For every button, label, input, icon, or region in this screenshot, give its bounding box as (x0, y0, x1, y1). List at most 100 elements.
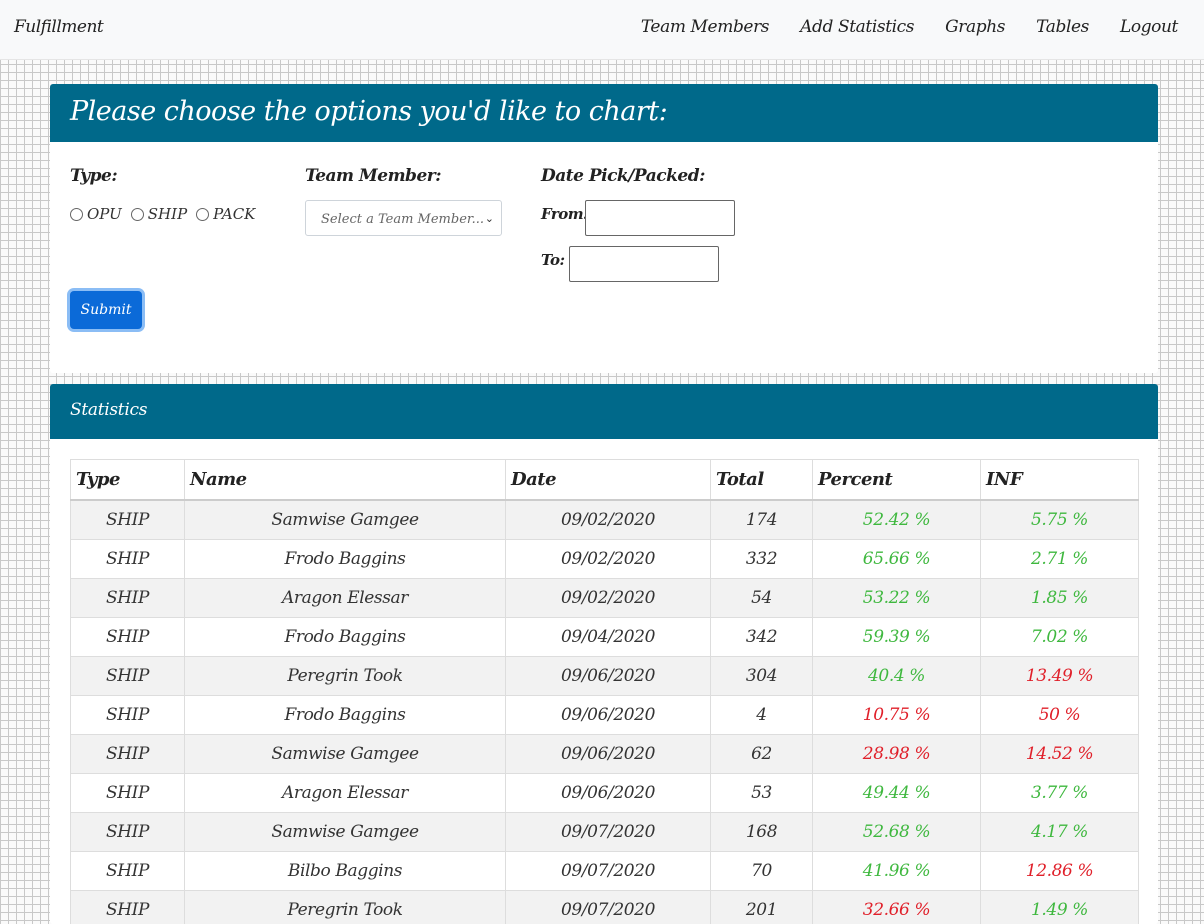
radio-icon[interactable] (131, 208, 144, 221)
cell-total: 304 (711, 657, 813, 696)
cell-inf: 50 % (981, 696, 1139, 735)
brand-link[interactable]: Fulfillment (14, 17, 103, 37)
cell-name: Samwise Gamgee (185, 500, 506, 540)
type-option-opu[interactable]: OPU (70, 205, 122, 223)
statistics-header: Statistics (50, 384, 1158, 439)
chart-options-title: Please choose the options you'd like to … (70, 96, 667, 127)
cell-percent: 10.75 % (813, 696, 981, 735)
cell-name: Frodo Baggins (185, 696, 506, 735)
nav-link-add-statistics[interactable]: Add Statistics (800, 17, 914, 37)
cell-percent: 59.39 % (813, 618, 981, 657)
radio-icon[interactable] (70, 208, 83, 221)
type-label: Type: (70, 166, 117, 186)
cell-inf: 13.49 % (981, 657, 1139, 696)
from-label: From: (541, 205, 588, 223)
cell-date: 09/02/2020 (506, 540, 711, 579)
cell-name: Bilbo Baggins (185, 852, 506, 891)
cell-type: SHIP (71, 852, 185, 891)
column-header-name[interactable]: Name (185, 460, 506, 501)
type-option-ship-label: SHIP (148, 205, 187, 223)
cell-total: 62 (711, 735, 813, 774)
cell-inf: 2.71 % (981, 540, 1139, 579)
column-header-date[interactable]: Date (506, 460, 711, 501)
cell-total: 332 (711, 540, 813, 579)
cell-date: 09/07/2020 (506, 891, 711, 924)
cell-type: SHIP (71, 618, 185, 657)
cell-date: 09/07/2020 (506, 813, 711, 852)
column-header-inf[interactable]: INF (981, 460, 1139, 501)
type-option-opu-label: OPU (87, 205, 122, 223)
cell-total: 70 (711, 852, 813, 891)
nav-link-graphs[interactable]: Graphs (945, 17, 1005, 37)
nav-links: Team Members Add Statistics Graphs Table… (641, 17, 1178, 37)
type-option-ship[interactable]: SHIP (131, 205, 187, 223)
cell-percent: 28.98 % (813, 735, 981, 774)
cell-total: 174 (711, 500, 813, 540)
type-radio-group: OPU SHIP PACK (70, 205, 264, 223)
cell-inf: 4.17 % (981, 813, 1139, 852)
cell-total: 4 (711, 696, 813, 735)
table-header-row: Type Name Date Total Percent INF (71, 460, 1139, 501)
column-header-total[interactable]: Total (711, 460, 813, 501)
cell-percent: 65.66 % (813, 540, 981, 579)
date-label: Date Pick/Packed: (541, 166, 705, 186)
cell-name: Aragon Elessar (185, 579, 506, 618)
from-date-input[interactable] (585, 200, 735, 236)
team-member-label: Team Member: (305, 166, 441, 186)
cell-inf: 12.86 % (981, 852, 1139, 891)
cell-date: 09/02/2020 (506, 579, 711, 618)
cell-name: Frodo Baggins (185, 540, 506, 579)
chart-options-header: Please choose the options you'd like to … (50, 84, 1158, 142)
cell-name: Aragon Elessar (185, 774, 506, 813)
chart-options-card: Please choose the options you'd like to … (50, 84, 1158, 373)
nav-link-logout[interactable]: Logout (1120, 17, 1178, 37)
team-member-select[interactable]: Select a Team Member... ⌄ (305, 200, 502, 236)
nav-link-tables[interactable]: Tables (1036, 17, 1089, 37)
cell-percent: 32.66 % (813, 891, 981, 924)
cell-inf: 1.49 % (981, 891, 1139, 924)
cell-percent: 53.22 % (813, 579, 981, 618)
cell-total: 53 (711, 774, 813, 813)
cell-inf: 1.85 % (981, 579, 1139, 618)
column-header-type[interactable]: Type (71, 460, 185, 501)
cell-type: SHIP (71, 540, 185, 579)
cell-date: 09/02/2020 (506, 500, 711, 540)
cell-inf: 7.02 % (981, 618, 1139, 657)
nav-link-team-members[interactable]: Team Members (641, 17, 769, 37)
cell-name: Samwise Gamgee (185, 813, 506, 852)
type-option-pack-label: PACK (213, 205, 255, 223)
cell-total: 342 (711, 618, 813, 657)
cell-type: SHIP (71, 657, 185, 696)
cell-date: 09/06/2020 (506, 735, 711, 774)
cell-type: SHIP (71, 813, 185, 852)
cell-percent: 40.4 % (813, 657, 981, 696)
column-header-percent[interactable]: Percent (813, 460, 981, 501)
cell-name: Peregrin Took (185, 657, 506, 696)
cell-type: SHIP (71, 891, 185, 924)
radio-icon[interactable] (196, 208, 209, 221)
cell-name: Samwise Gamgee (185, 735, 506, 774)
cell-date: 09/06/2020 (506, 696, 711, 735)
cell-total: 168 (711, 813, 813, 852)
to-label: To: (541, 251, 564, 269)
cell-date: 09/04/2020 (506, 618, 711, 657)
cell-percent: 52.68 % (813, 813, 981, 852)
cell-inf: 14.52 % (981, 735, 1139, 774)
cell-percent: 52.42 % (813, 500, 981, 540)
type-option-pack[interactable]: PACK (196, 205, 255, 223)
to-date-input[interactable] (569, 246, 719, 282)
submit-button[interactable]: Submit (70, 291, 142, 329)
cell-type: SHIP (71, 500, 185, 540)
chevron-down-icon: ⌄ (485, 212, 494, 225)
cell-type: SHIP (71, 696, 185, 735)
cell-total: 54 (711, 579, 813, 618)
